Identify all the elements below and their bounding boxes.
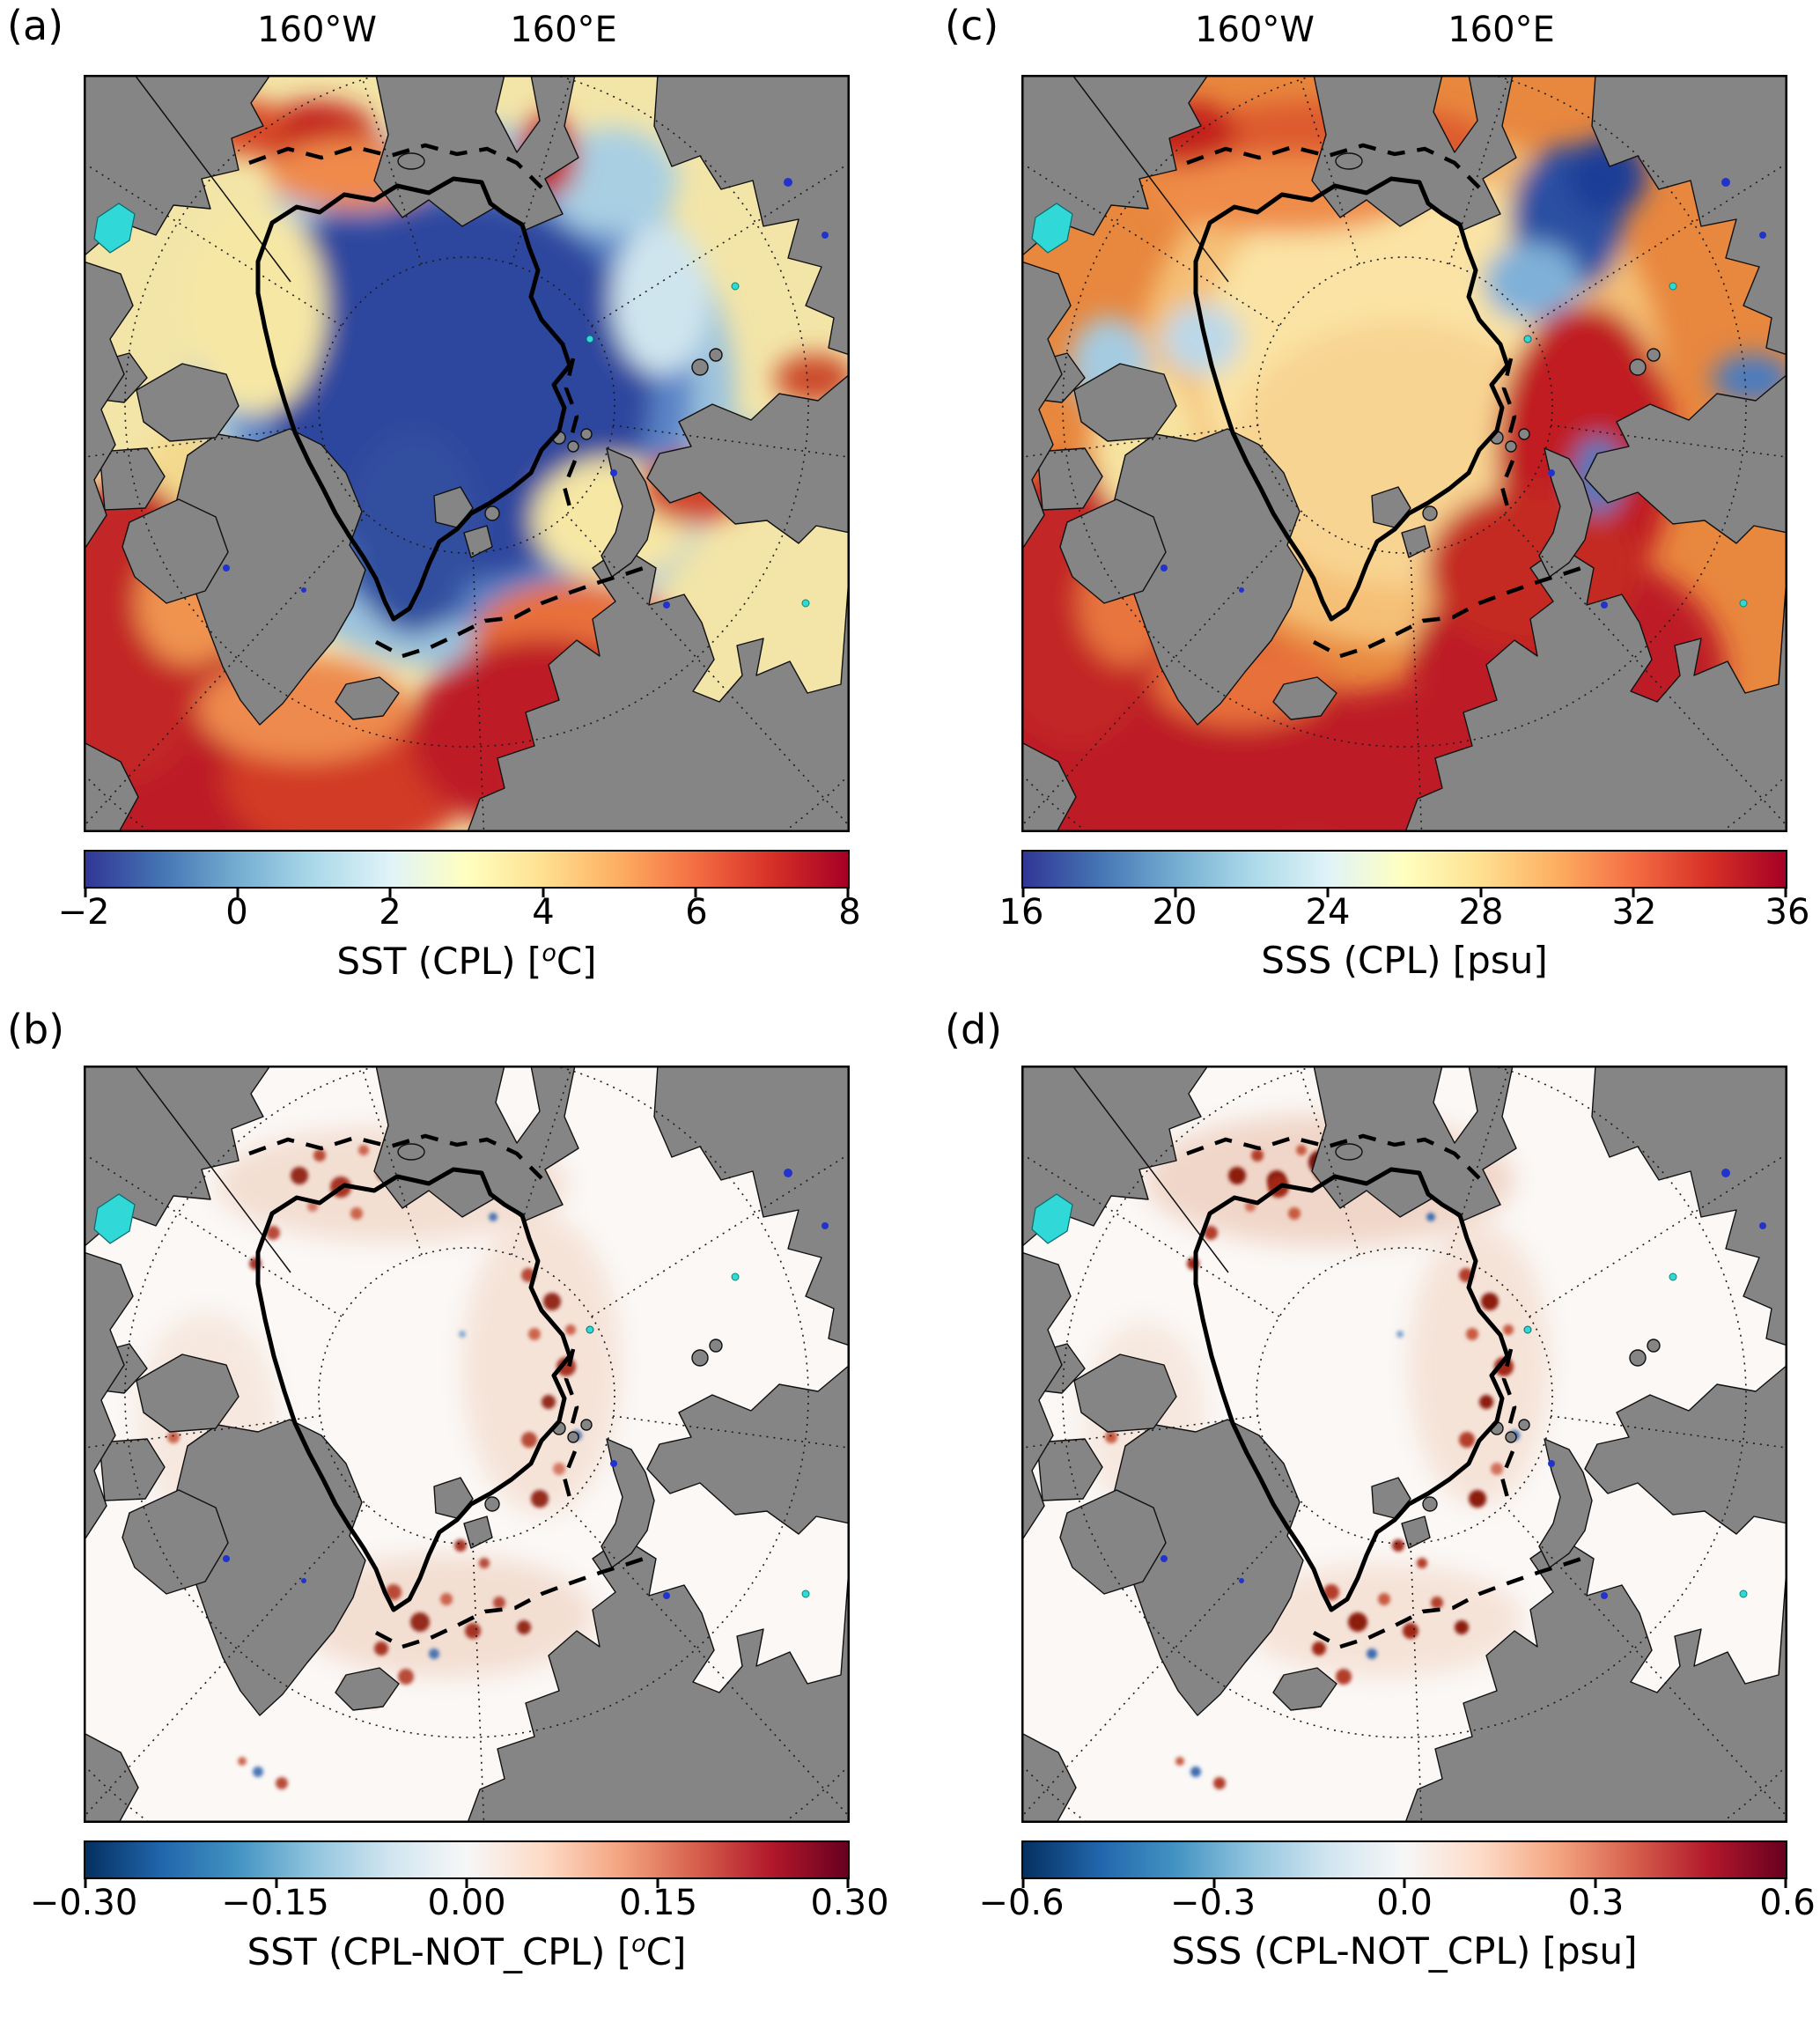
colorbar-ticks-d: −0.6 −0.3 0.0 0.3 0.6 xyxy=(978,1883,1815,1929)
tick-label: 0.30 xyxy=(810,1883,889,1923)
panel-letter-a: (a) xyxy=(7,2,64,49)
tick-label: −2 xyxy=(57,892,110,933)
tick-label: 0 xyxy=(225,892,248,933)
lon-label-160w-c: 160°W xyxy=(1195,10,1315,50)
tick-label: 0.6 xyxy=(1759,1883,1816,1923)
colorbar-label-d: SSS (CPL-NOT_CPL) [psu] xyxy=(1021,1929,1787,1973)
map-panel-d-sss-diff xyxy=(1021,1066,1787,1823)
colorbar-sst-diff xyxy=(84,1840,850,1888)
tick-label: 0.00 xyxy=(427,1883,506,1923)
lon-label-160w-a: 160°W xyxy=(257,10,377,50)
panel-letter-c: (c) xyxy=(945,2,999,49)
label-superscript: o xyxy=(542,940,556,967)
colorbar-sss-diff xyxy=(1021,1840,1787,1888)
tick-label: −0.30 xyxy=(29,1883,138,1923)
tick-label: 0.0 xyxy=(1376,1883,1433,1923)
colorbar-ticks-c: 16 20 24 28 32 36 xyxy=(999,892,1810,939)
tick-label: 0.15 xyxy=(618,1883,698,1923)
label-text: SST (CPL-NOT_CPL) [ xyxy=(247,1930,632,1973)
label-superscript: o xyxy=(631,1930,646,1958)
panel-letter-d: (d) xyxy=(945,1006,1003,1053)
map-panel-a-sst-cpl xyxy=(84,75,850,832)
tick-label: 16 xyxy=(998,892,1044,933)
tick-label: 28 xyxy=(1458,892,1504,933)
colorbar-label-a: SST (CPL) [oC] xyxy=(84,940,850,982)
label-text: C] xyxy=(645,1930,687,1973)
lon-label-160e-c: 160°E xyxy=(1448,10,1555,50)
label-text: C] xyxy=(556,940,597,983)
colorbar-sss-cpl xyxy=(1021,850,1787,897)
label-text: SSS (CPL) [psu] xyxy=(1261,939,1548,982)
colorbar-label-b: SST (CPL-NOT_CPL) [oC] xyxy=(84,1931,850,1973)
panel-letter-b: (b) xyxy=(7,1006,65,1053)
tick-label: 20 xyxy=(1152,892,1197,933)
map-panel-b-sst-diff xyxy=(84,1066,850,1823)
colorbar-label-c: SSS (CPL) [psu] xyxy=(1021,940,1787,981)
colorbar-ticks-a: −2 0 2 4 6 8 xyxy=(58,892,861,939)
tick-label: 36 xyxy=(1765,892,1810,933)
tick-label: 4 xyxy=(532,892,555,933)
tick-label: 6 xyxy=(685,892,708,933)
map-panel-c-sss-cpl xyxy=(1021,75,1787,832)
label-text: SSS (CPL-NOT_CPL) [psu] xyxy=(1171,1929,1638,1973)
tick-label: 2 xyxy=(379,892,402,933)
label-text: SST (CPL) [ xyxy=(336,940,542,983)
tick-label: 8 xyxy=(838,892,861,933)
colorbar-ticks-b: −0.30 −0.15 0.00 0.15 0.30 xyxy=(30,1883,889,1929)
tick-label: 24 xyxy=(1305,892,1351,933)
lon-label-160e-a: 160°E xyxy=(510,10,617,50)
colorbar-sst-cpl xyxy=(84,850,850,897)
tick-label: 32 xyxy=(1611,892,1657,933)
tick-label: −0.3 xyxy=(1169,1883,1256,1923)
tick-label: −0.15 xyxy=(221,1883,329,1923)
tick-label: −0.6 xyxy=(978,1883,1065,1923)
tick-label: 0.3 xyxy=(1567,1883,1625,1923)
